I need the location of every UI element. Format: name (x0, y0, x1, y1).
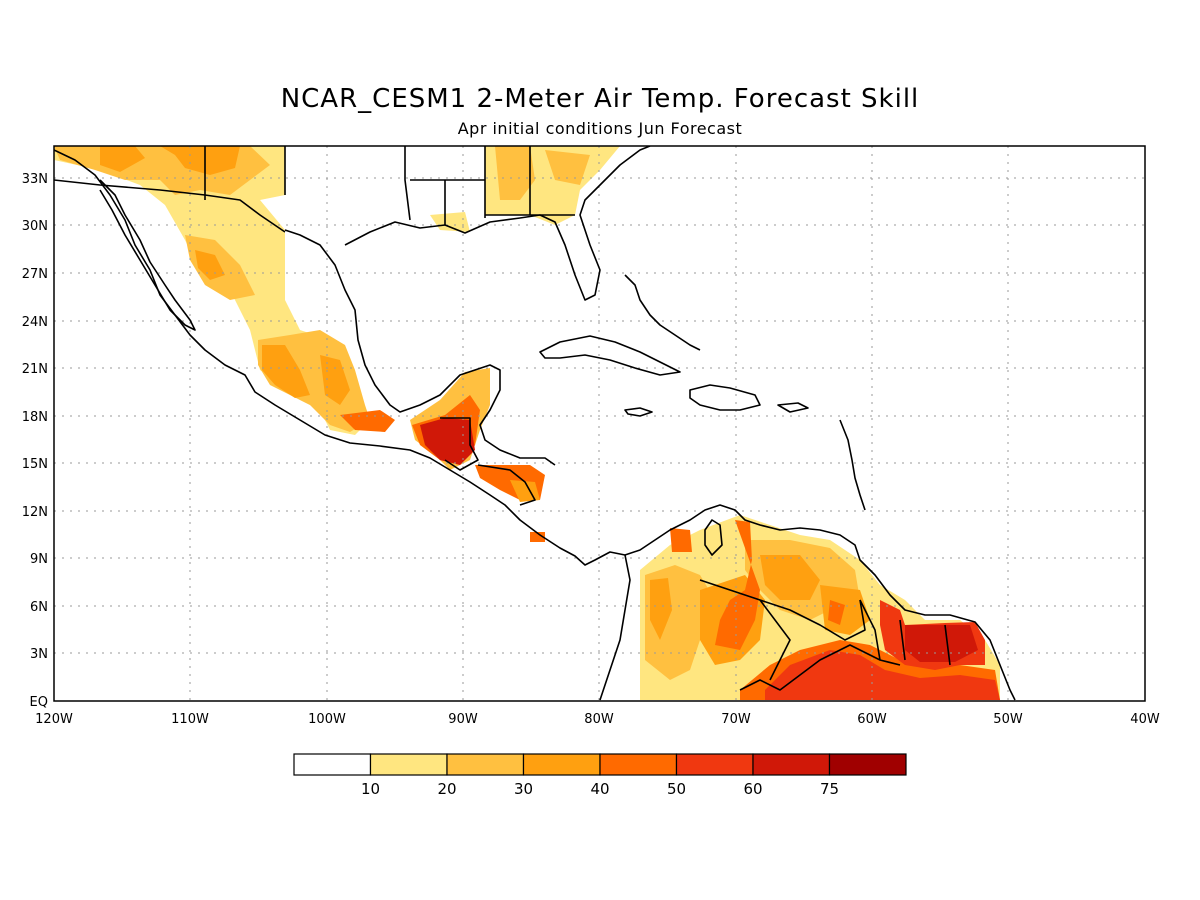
colorbar-swatch (446, 753, 525, 776)
colorbar-swatch (522, 753, 601, 776)
skill-region-se-us-2 (495, 146, 590, 200)
coast-us-gulf (344, 146, 651, 301)
lat-label: 18N (22, 410, 48, 425)
colorbar-swatch (752, 753, 831, 776)
skill-region-south-america-3 (650, 555, 870, 665)
colorbar-label: 10 (361, 780, 380, 798)
lon-label: 60W (857, 712, 887, 727)
lat-label: 15N (22, 457, 48, 472)
coast-bahamas (624, 274, 701, 351)
colorbar-label: 30 (514, 780, 533, 798)
lon-label: 40W (1130, 712, 1160, 727)
colorbar-label: 20 (437, 780, 456, 798)
lat-label: 33N (22, 172, 48, 187)
skill-shading (54, 146, 1000, 700)
lat-label: 30N (22, 219, 48, 234)
lon-label: 100W (308, 712, 346, 727)
coast-gulf-of-mexico (284, 229, 556, 466)
skill-region-sonora-2 (195, 250, 225, 280)
colorbar-label: 50 (667, 780, 686, 798)
coast-pacific-mexico (54, 149, 626, 566)
colorbar-swatch (828, 753, 907, 776)
colorbar-swatch (599, 753, 678, 776)
colorbar-swatch (293, 753, 372, 776)
border-venezuela (699, 579, 866, 681)
coast-lesser-antilles (839, 419, 866, 511)
lat-label: 9N (30, 552, 48, 567)
colorbar-labels: 10 20 30 40 50 60 75 (361, 780, 839, 798)
coast-hispaniola (689, 384, 761, 411)
lon-label: 120W (35, 712, 73, 727)
lon-labels: 120W 110W 100W 90W 80W 70W 60W 50W 40W (35, 712, 1160, 727)
colorbar-swatch (369, 753, 448, 776)
colorbar-label: 40 (590, 780, 609, 798)
lon-label: 50W (993, 712, 1023, 727)
border-us-states (204, 146, 575, 225)
border-guianas (859, 599, 951, 666)
coast-cuba (539, 335, 681, 376)
lat-label: 6N (30, 600, 48, 615)
coast-maracaibo (704, 519, 723, 556)
skill-region-south-america-4 (670, 520, 845, 650)
lat-label: 27N (22, 267, 48, 282)
lat-label: EQ (30, 695, 48, 710)
map-frame (53, 145, 1146, 702)
lat-label: 12N (22, 505, 48, 520)
lat-label: 3N (30, 647, 48, 662)
lat-label: 21N (22, 362, 48, 377)
map-subtitle: Apr initial conditions Jun Forecast (457, 119, 743, 138)
coast-south-america (624, 504, 1016, 701)
skill-region-mexico-3 (340, 410, 395, 432)
skill-region-panama (530, 532, 545, 542)
lat-label: 24N (22, 315, 48, 330)
lon-label: 110W (171, 712, 209, 727)
colorbar-swatch (675, 753, 754, 776)
coastlines (54, 146, 1016, 701)
border-brazil (739, 644, 881, 691)
border-guatemala (440, 417, 479, 471)
lon-label: 70W (721, 712, 751, 727)
colorbar-label: 60 (743, 780, 762, 798)
skill-region-mexico-2 (262, 345, 350, 405)
coast-baja (99, 179, 196, 331)
border-honduras (477, 464, 536, 506)
colorbar (293, 753, 907, 776)
skill-region-gulf-coast (430, 212, 470, 232)
lon-label: 90W (448, 712, 478, 727)
skill-region-amazon-2 (765, 650, 1000, 700)
lon-label: 80W (584, 712, 614, 727)
skill-region-guatemala (420, 418, 475, 465)
coast-jamaica (624, 407, 653, 417)
colorbar-label: 75 (820, 780, 839, 798)
coast-puerto-rico (777, 402, 809, 413)
lat-labels: EQ 3N 6N 9N 12N 15N 18N 21N 24N 27N 30N … (22, 172, 48, 710)
coast-colombia-pacific (599, 554, 631, 701)
map-title: NCAR_CESM1 2-Meter Air Temp. Forecast Sk… (280, 84, 920, 114)
